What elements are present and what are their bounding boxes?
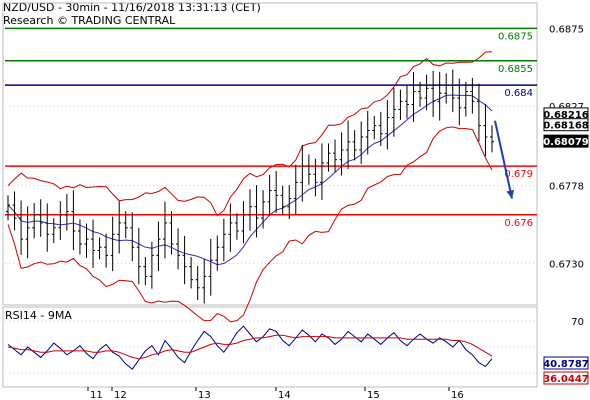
bollinger-layer bbox=[7, 51, 493, 323]
forecast-arrow-layer bbox=[494, 120, 515, 199]
date-label-11: 11 bbox=[90, 390, 103, 400]
price-marker-box-0.68079 bbox=[543, 134, 589, 148]
rsi-series-9MA bbox=[7, 334, 493, 360]
rsi-series-RSI14 bbox=[7, 325, 493, 370]
level-label-0.679: 0.679 bbox=[504, 169, 533, 180]
price-panel-frame bbox=[2, 2, 538, 306]
bollinger-upper-line bbox=[7, 51, 493, 217]
rsi-last-label-RSI14: 40.8787 bbox=[543, 359, 589, 370]
price-marker-label-0.68216: 0.68216 bbox=[543, 110, 589, 121]
rsi-tick-70: 70 bbox=[571, 317, 584, 328]
chart-header-source: Research © TRADING CENTRAL bbox=[3, 14, 176, 27]
date-label-12: 12 bbox=[114, 390, 127, 400]
price-tick-0.6730: 0.6730 bbox=[549, 259, 584, 270]
date-label-14: 14 bbox=[278, 390, 291, 400]
price-tick-0.6875: 0.6875 bbox=[549, 24, 584, 35]
price-marker-label-0.68079: 0.68079 bbox=[543, 137, 589, 148]
price-marker-label-0.68168: 0.68168 bbox=[543, 121, 589, 132]
candles-layer bbox=[6, 69, 494, 304]
chart-header-title: NZD/USD - 30min - 11/16/2018 13:31:13 (C… bbox=[3, 1, 261, 14]
rsi-panel-frame bbox=[2, 306, 538, 388]
grid-layer bbox=[5, 27, 537, 374]
forecast-arrow-head bbox=[506, 189, 515, 199]
level-label-0.684: 0.684 bbox=[504, 88, 533, 99]
price-marker-box-0.68168 bbox=[543, 118, 589, 132]
date-label-15: 15 bbox=[367, 390, 380, 400]
bollinger-lower-line bbox=[7, 126, 493, 323]
axis-layer: 0.68750.68270.67780.67300.682160.681680.… bbox=[87, 24, 589, 400]
date-label-13: 13 bbox=[198, 390, 211, 400]
rsi-last-label-9MA: 36.0447 bbox=[543, 374, 589, 385]
forecast-arrow-line bbox=[494, 120, 513, 199]
rsi-last-box-9MA bbox=[543, 371, 589, 385]
level-lines-layer: 0.6875 0.6855 0.684 0.679 0.676 bbox=[5, 27, 537, 229]
date-label-16: 16 bbox=[451, 390, 464, 400]
rsi-last-box-RSI14 bbox=[543, 356, 589, 370]
level-label-0.676: 0.676 bbox=[504, 218, 533, 229]
price-tick-0.6778: 0.6778 bbox=[549, 182, 584, 193]
moving-average-line bbox=[7, 94, 493, 266]
rsi-layer bbox=[7, 325, 493, 370]
rsi-title: RSI14 - 9MA bbox=[5, 309, 72, 322]
level-label-0.6855: 0.6855 bbox=[498, 64, 533, 75]
level-label-0.6875: 0.6875 bbox=[498, 31, 533, 42]
